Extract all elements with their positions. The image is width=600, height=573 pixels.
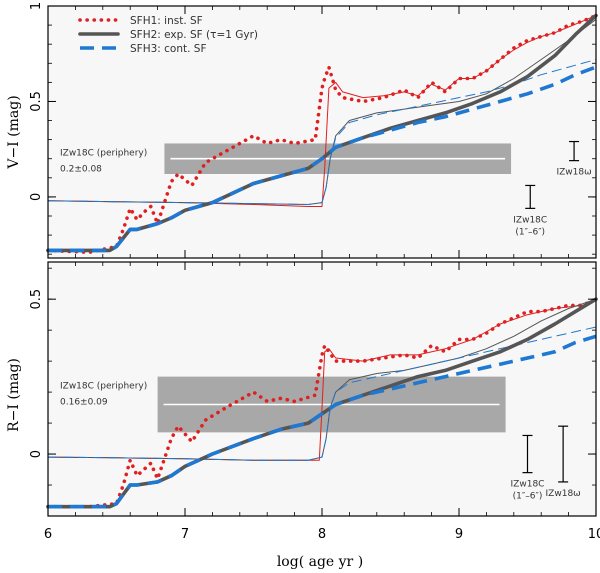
band-value: 0.2±0.08	[60, 164, 102, 174]
errorbar-label-0: IZw18ω	[556, 168, 591, 178]
legend-label-sfh2: SFH2: exp. SF (τ=1 Gyr)	[130, 29, 258, 41]
errorbar-label-0: IZw18C	[511, 480, 545, 490]
band-label: IZw18C (periphery)	[60, 382, 147, 392]
y-axis-label: V−I (mag)	[6, 95, 22, 169]
y-tick-label: 0.5	[29, 289, 44, 310]
x-tick-label: 9	[455, 527, 463, 542]
series-line-sfh3	[48, 65, 597, 253]
y-axis-label: R−I (mag)	[6, 358, 22, 432]
errorbar-label-0: (1″–6″)	[513, 492, 543, 502]
y-tick-label: 0	[29, 450, 44, 458]
bottom-panel: IZw18C (periphery) 0.16±0.09 IZw18C (1″–6″)…	[6, 261, 600, 542]
errorbar-label-1: IZw18C	[513, 215, 547, 225]
x-tick-label: 8	[318, 527, 326, 542]
errorbar-label-1: IZw18ω	[546, 489, 581, 499]
x-tick-label: 6	[44, 527, 52, 542]
band-label: IZw18C (periphery)	[60, 148, 147, 158]
legend-label-sfh3: SFH3: cont. SF	[130, 43, 207, 55]
y-tick-label: 0.5	[29, 91, 44, 112]
series-line-sfh1_inst	[47, 15, 597, 207]
series-line-sfh2_thin	[47, 298, 597, 461]
x-axis-label: log( age yr )	[277, 554, 363, 570]
y-tick-label: 1	[29, 2, 44, 10]
series-line-sfh2_thin	[47, 19, 597, 205]
y-tick-label: 0	[29, 193, 44, 201]
x-tick-label: 7	[181, 527, 189, 542]
band-value: 0.16±0.09	[60, 398, 108, 408]
x-tick-label: 10	[588, 527, 600, 542]
errorbar-label-1: (1″–6″)	[515, 227, 545, 237]
legend-label-sfh1: SFH1: inst. SF	[130, 15, 203, 27]
top-panel: IZw18C (periphery) 0.2±0.08 IZw18ω IZw18C (1…	[6, 2, 598, 259]
series-line-sfh1	[46, 13, 598, 255]
series-line-sfh3	[48, 334, 597, 509]
